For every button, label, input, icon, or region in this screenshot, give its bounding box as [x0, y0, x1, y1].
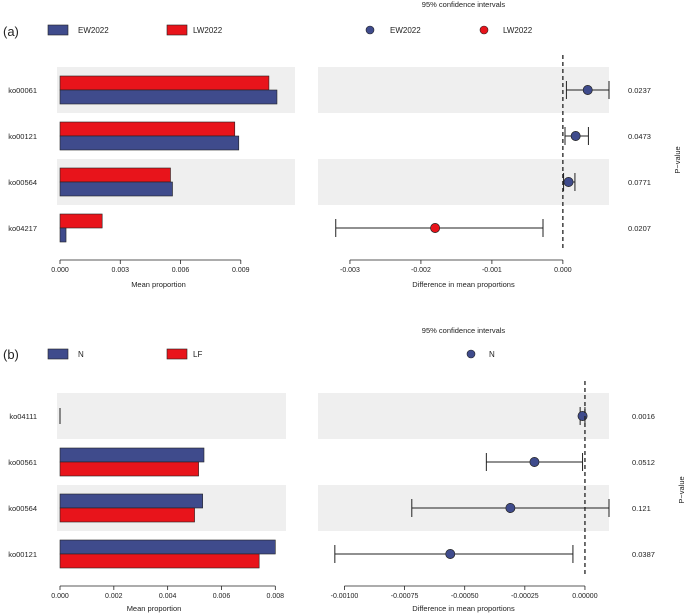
panel-b-ci-point-ko04111	[577, 411, 588, 421]
panel-b-legend-label-n: N	[78, 350, 84, 359]
panel-a-legend-dot-label-lw2022: LW2022	[503, 26, 533, 35]
panel-a-diff-tick-label-3: 0.000	[554, 267, 572, 274]
panel-b-category-ko04111: ko04111	[9, 412, 37, 421]
panel-b-bar-n-ko00561	[59, 447, 205, 463]
panel-b-legend-label-lf: LF	[193, 350, 202, 359]
panel-a-pvalue-ko00564: 0.0771	[628, 178, 651, 187]
panel-b-bar-lf-ko00561	[59, 461, 199, 477]
panel-a-bar-x-label: Mean proportion	[131, 280, 186, 289]
panel-b-bar-n-ko00564	[59, 493, 203, 509]
panel-a-ci-point-ko00121	[570, 131, 581, 141]
panel-b-bar-lf-ko00564	[59, 507, 195, 523]
panel-b-bar-x-label: Mean proportion	[127, 604, 182, 613]
panel-b-ci-point-ko00564	[505, 503, 516, 513]
panel-b-pvalue-ko04111: 0.0016	[632, 412, 655, 421]
panel-b-diff-stripe-0	[318, 393, 609, 439]
panel-a-bar-tick-label-2: 0.006	[172, 267, 190, 274]
panel-b-legend-swatch-lf	[166, 348, 188, 360]
panel-b-category-ko00561: ko00561	[8, 458, 37, 467]
panel-b-label: (b)	[3, 347, 19, 362]
panel-a-label: (a)	[3, 24, 19, 39]
panel-a-pvalue-ko04217: 0.0207	[628, 224, 651, 233]
panel-a-bar-lw2022-ko00121	[59, 121, 236, 137]
panel-a-category-ko04217: ko04217	[8, 224, 37, 233]
panel-a-ci-point-ko00061	[582, 85, 593, 95]
panel-a-category-ko00564: ko00564	[8, 178, 37, 187]
panel-a-diff-stripe-2	[318, 159, 609, 205]
panel-a-legend-label-lw2022: LW2022	[193, 26, 223, 35]
panel-a-bar-ew2022-ko04217	[59, 227, 67, 243]
panel-a-diff-stripe-0	[318, 67, 609, 113]
panel-b-bar-tick-label-1: 0.002	[105, 593, 123, 600]
panel-a-ci-point-ko04217	[430, 223, 441, 233]
panel-b-bar-n-ko00121	[59, 539, 276, 555]
panel-a-diff-tick-label-0: -0.003	[340, 267, 360, 274]
panel-a-bar-tick-label-0: 0.000	[51, 267, 69, 274]
panel-b-legend-dot-n	[466, 349, 476, 359]
panel-a-bar-lw2022-ko00564	[59, 167, 171, 183]
panel-a-ci-point-ko00564	[563, 177, 574, 187]
panel-b-ci-title: 95% confidence intervals	[422, 326, 506, 335]
panel-a-legend-label-ew2022: EW2022	[78, 26, 109, 35]
panel-b-pvalue-ko00564: 0.121	[632, 504, 651, 513]
panel-a-legend-swatch-lw2022	[166, 24, 188, 36]
panel-a-category-ko00061: ko00061	[8, 86, 37, 95]
panel-b-diff-tick-label-2: -0.00050	[451, 593, 479, 600]
panel-b-pvalue-ko00561: 0.0512	[632, 458, 655, 467]
panel-b-category-ko00564: ko00564	[8, 504, 37, 513]
panel-b-bar-tick-label-2: 0.004	[159, 593, 177, 600]
panel-b-ci-point-ko00121	[445, 549, 456, 559]
panel-a-diff-x-label: Difference in mean proportions	[412, 280, 515, 289]
panel-b-diff-tick-label-1: -0.00075	[391, 593, 419, 600]
panel-a-diff-tick-label-1: -0.002	[411, 267, 431, 274]
panel-a-bar-lw2022-ko04217	[59, 213, 103, 229]
panel-a-pvalue-ko00121: 0.0473	[628, 132, 651, 141]
panel-a-bar-ew2022-ko00564	[59, 181, 173, 197]
panel-a-pvalue-axis-label: P−value	[673, 146, 682, 173]
panel-a-bar-ew2022-ko00121	[59, 135, 240, 151]
panel-b-legend-dot-label-n: N	[489, 350, 495, 359]
panel-b-pvalue-axis-label: P−value	[677, 476, 685, 503]
panel-b-legend-swatch-n	[47, 348, 69, 360]
panel-b-diff-tick-label-4: 0.00000	[572, 593, 597, 600]
panel-b-diff-x-label: Difference in mean proportions	[412, 604, 515, 613]
panel-b-ci-point-ko00561	[529, 457, 540, 467]
panel-b-bar-tick-label-3: 0.006	[213, 593, 231, 600]
panel-a-bar-lw2022-ko00061	[59, 75, 270, 91]
panel-b-diff-tick-label-3: -0.00025	[511, 593, 539, 600]
panel-a-bar-ew2022-ko00061	[59, 89, 278, 105]
panel-b-category-ko00121: ko00121	[8, 550, 37, 559]
panel-a-legend-swatch-ew2022	[47, 24, 69, 36]
panel-b-pvalue-ko00121: 0.0387	[632, 550, 655, 559]
panel-a-bar-tick-label-1: 0.003	[111, 267, 129, 274]
panel-b-bar-tick-label-0: 0.000	[51, 593, 69, 600]
panel-b-bar-lf-ko00121	[59, 553, 260, 569]
panel-a-legend-dot-label-ew2022: EW2022	[390, 26, 421, 35]
panel-a-legend-dot-ew2022	[365, 25, 375, 35]
panel-b-bar-tick-label-4: 0.008	[267, 593, 285, 600]
panel-a-pvalue-ko00061: 0.0237	[628, 86, 651, 95]
panel-b-diff-tick-label-0: -0.00100	[331, 593, 359, 600]
panel-a-diff-tick-label-2: -0.001	[482, 267, 502, 274]
panel-a-category-ko00121: ko00121	[8, 132, 37, 141]
panel-b-bar-stripe-0	[57, 393, 286, 439]
panel-a-ci-title: 95% confidence intervals	[422, 0, 506, 9]
panel-a-bar-tick-label-3: 0.009	[232, 267, 250, 274]
panel-a-legend-dot-lw2022	[479, 25, 489, 35]
